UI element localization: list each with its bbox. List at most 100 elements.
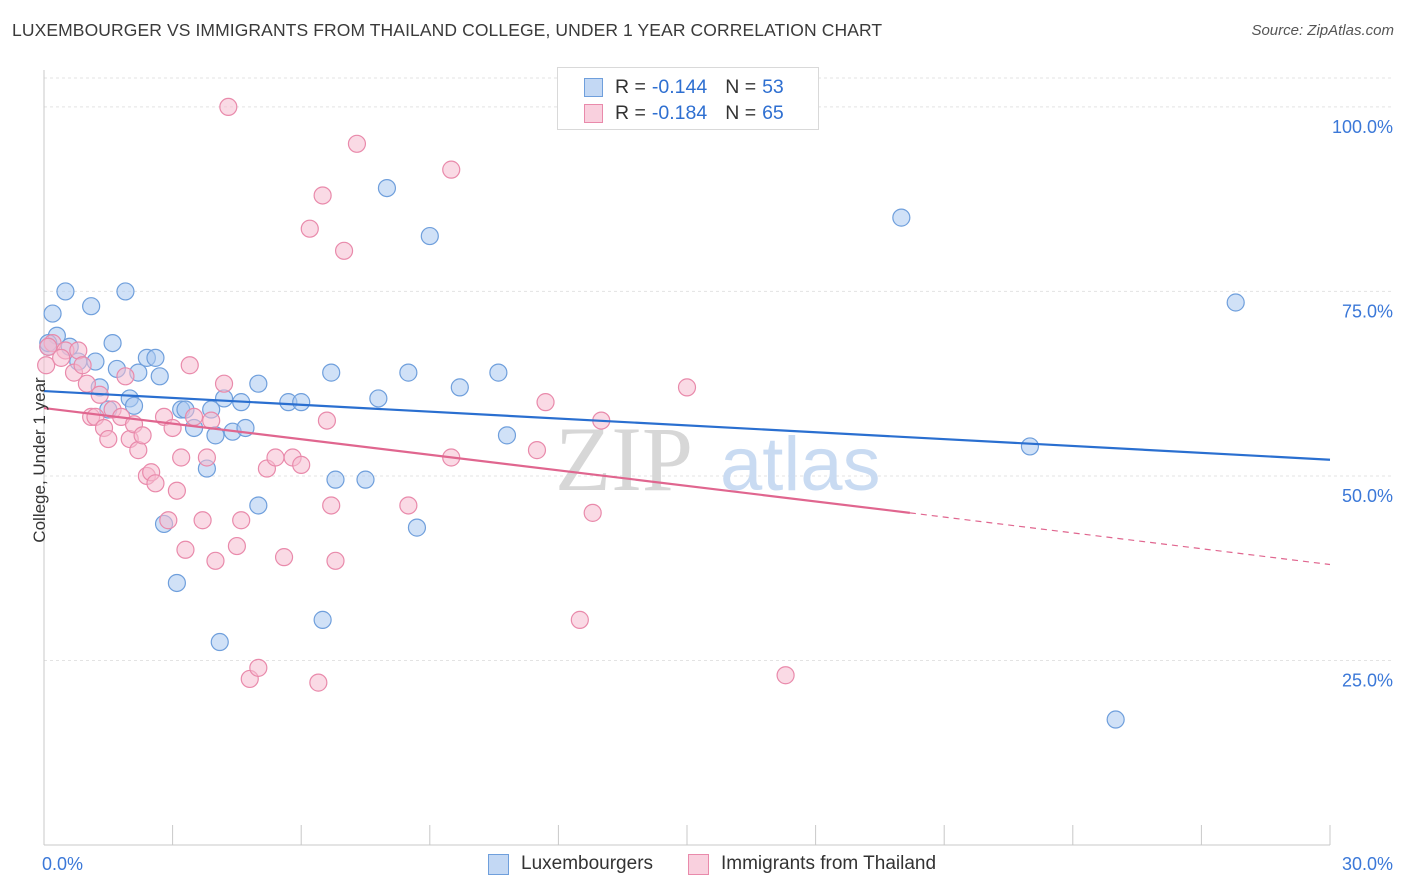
chart-title: LUXEMBOURGER VS IMMIGRANTS FROM THAILAND… xyxy=(12,20,883,40)
gridlines xyxy=(44,77,1392,661)
luxembourger-point xyxy=(43,304,62,323)
luxembourger-point xyxy=(103,333,122,353)
legend-r-label: R = xyxy=(615,101,646,124)
thailand-point xyxy=(232,511,251,530)
legend-swatch-pink xyxy=(584,103,603,123)
luxembourger-point xyxy=(82,297,101,316)
trend-lines xyxy=(43,389,1331,566)
luxembourger-point xyxy=(369,389,388,408)
luxembourger-point xyxy=(356,470,375,489)
luxembourger-point xyxy=(420,226,439,246)
thailand-point xyxy=(206,551,225,570)
luxembourger-point xyxy=(210,632,229,652)
source-attribution: Source: ZipAtlas.com xyxy=(1251,22,1394,39)
thailand-point xyxy=(37,356,56,375)
thailand-point xyxy=(309,673,328,692)
legend-row-thailand: R = -0.184 N = 65 xyxy=(584,101,784,125)
y-axis-label: College, Under 1 year xyxy=(30,377,49,543)
thailand-point xyxy=(167,481,186,500)
thailand-point xyxy=(159,511,178,530)
thailand-point xyxy=(313,186,332,205)
luxembourger-point xyxy=(292,393,311,412)
thailand-point xyxy=(73,356,92,375)
thailand-point xyxy=(326,551,345,570)
legend-n-label: N = xyxy=(725,101,757,124)
luxembourger-point xyxy=(1020,437,1040,456)
thailand-point xyxy=(172,448,191,467)
legend-n-value: 65 xyxy=(762,101,784,124)
legend-series-name: Immigrants from Thailand xyxy=(721,853,937,874)
y-tick-label: 25.0% xyxy=(1342,670,1393,690)
thailand-point xyxy=(334,241,354,260)
thailand-point xyxy=(116,367,135,386)
legend-swatch-blue xyxy=(584,77,603,97)
luxembourger-point xyxy=(399,363,418,382)
thailand-point xyxy=(442,160,461,179)
thailand-point xyxy=(300,219,319,238)
x-tick-label: 0.0% xyxy=(42,854,83,874)
thailand-point xyxy=(347,134,367,153)
trend-line-thailand xyxy=(43,406,911,514)
trend-line-luxembourgers xyxy=(43,389,1331,461)
y-tick-label: 100.0% xyxy=(1332,117,1393,137)
correlation-legend: R = -0.144 N = 53 R = -0.184 N = 65 xyxy=(557,67,819,130)
thailand-point xyxy=(227,536,246,556)
luxembourger-point xyxy=(116,282,135,301)
thailand-point xyxy=(274,548,294,567)
luxembourger-point xyxy=(497,426,517,445)
thailand-point xyxy=(184,407,204,427)
thailand-point xyxy=(292,455,311,474)
thailand-point xyxy=(146,474,165,493)
luxembourger-point xyxy=(150,367,169,386)
series-thailand-points xyxy=(37,97,795,692)
legend-n-value: 53 xyxy=(762,75,784,98)
luxembourger-point xyxy=(322,363,341,382)
thailand-point xyxy=(776,666,795,685)
trend-line-thailand-extension xyxy=(909,512,1331,566)
luxembourger-point xyxy=(249,496,268,515)
thailand-point xyxy=(176,540,195,559)
thailand-point xyxy=(583,503,602,522)
legend-n-label: N = xyxy=(725,75,757,98)
axes xyxy=(43,70,1331,846)
luxembourger-point xyxy=(313,610,332,629)
thailand-point xyxy=(77,374,96,393)
luxembourger-point xyxy=(1226,293,1245,312)
thailand-point xyxy=(399,496,418,515)
x-tick-label: 30.0% xyxy=(1342,854,1393,874)
y-tick-label: 50.0% xyxy=(1342,486,1393,506)
thailand-point xyxy=(527,441,547,460)
luxembourger-point xyxy=(167,573,186,593)
thailand-point xyxy=(570,610,589,629)
legend-r-label: R = xyxy=(615,75,646,98)
legend-row-luxembourgers: R = -0.144 N = 53 xyxy=(584,75,784,99)
luxembourger-point xyxy=(326,470,345,489)
thailand-point xyxy=(193,511,212,530)
watermark-zip: ZIP xyxy=(555,408,693,510)
thailand-point xyxy=(180,356,199,375)
thailand-point xyxy=(536,393,555,412)
legend-r-value: -0.184 xyxy=(651,101,708,124)
luxembourger-point xyxy=(249,374,268,393)
legend-swatch-pink xyxy=(688,853,709,875)
luxembourger-point xyxy=(124,396,144,415)
bottom-legend-luxembourgers: Luxembourgers xyxy=(488,852,653,876)
thailand-point xyxy=(39,337,58,356)
thailand-point xyxy=(677,378,697,397)
thailand-point xyxy=(317,411,337,430)
legend-swatch-blue xyxy=(488,853,509,875)
legend-r-value: -0.144 xyxy=(651,75,708,98)
luxembourger-point xyxy=(407,518,427,537)
watermark: ZIP atlas xyxy=(555,408,881,510)
legend-series-name: Luxembourgers xyxy=(521,853,654,874)
thailand-point xyxy=(197,448,216,467)
thailand-point xyxy=(133,426,152,445)
bottom-legend-thailand: Immigrants from Thailand xyxy=(688,852,936,876)
thailand-point xyxy=(322,496,341,515)
thailand-point xyxy=(219,97,238,117)
thailand-point xyxy=(249,658,268,677)
y-tick-label: 75.0% xyxy=(1342,301,1393,321)
thailand-point xyxy=(266,448,285,467)
luxembourger-point xyxy=(489,363,508,382)
